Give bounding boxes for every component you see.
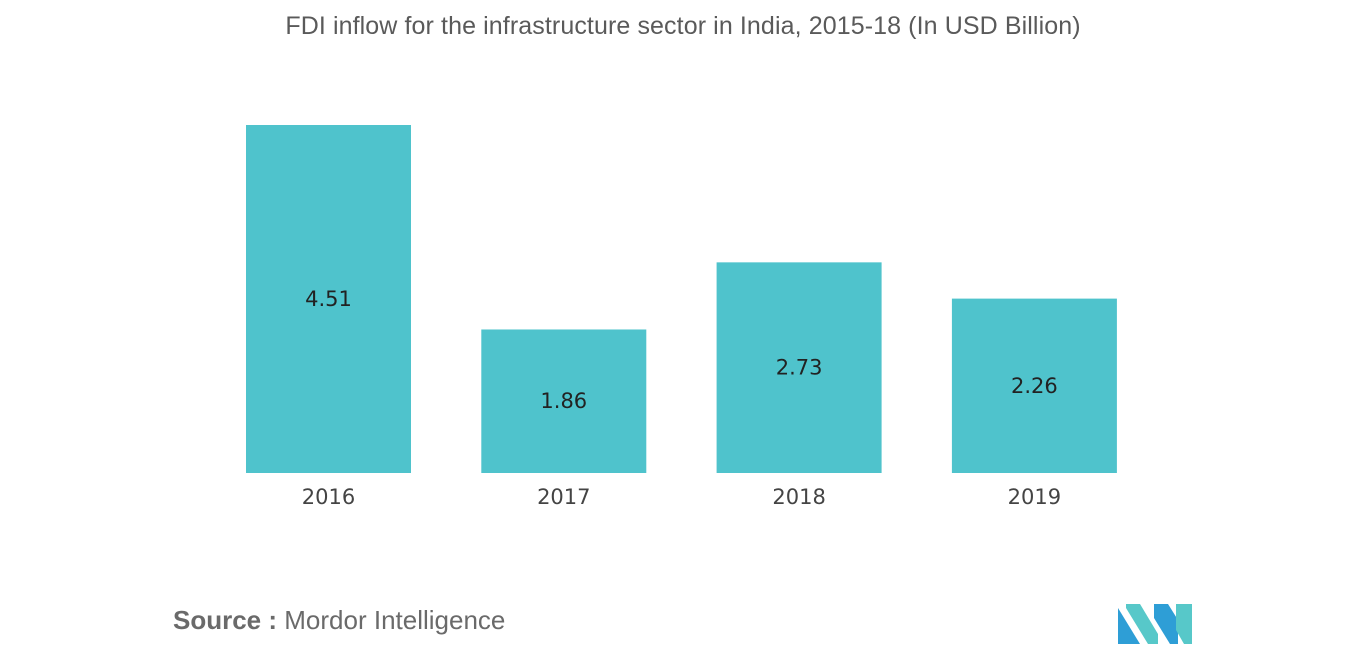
source-label: Source : bbox=[173, 605, 278, 635]
bar-2016 bbox=[246, 125, 411, 473]
value-labels-layer: 4.51 1.86 2.73 2.26 bbox=[305, 287, 1058, 413]
bar-value-label-2017: 1.86 bbox=[540, 389, 587, 413]
source-text: Mordor Intelligence bbox=[284, 605, 506, 635]
x-tick-label-2016: 2016 bbox=[302, 485, 355, 509]
bar-value-label-2016: 4.51 bbox=[305, 287, 352, 311]
bar-2017 bbox=[481, 329, 647, 473]
chart-title: FDI inflow for the infrastructure sector… bbox=[285, 12, 1081, 40]
logo-shape-mid-right bbox=[1154, 604, 1178, 644]
mordor-intelligence-logo bbox=[1118, 604, 1192, 644]
x-tick-label-2018: 2018 bbox=[772, 485, 825, 509]
logo-shape-left bbox=[1118, 608, 1140, 644]
bar-2019 bbox=[951, 298, 1117, 473]
x-tick-label-2019: 2019 bbox=[1008, 485, 1061, 509]
bar-2018 bbox=[716, 262, 882, 473]
x-tick-label-2017: 2017 bbox=[537, 485, 590, 509]
x-axis-tick-labels: 2016 2017 2018 2019 bbox=[302, 485, 1061, 509]
source-note: Source : Mordor Intelligence bbox=[173, 605, 505, 636]
bar-value-label-2019: 2.26 bbox=[1011, 374, 1058, 398]
bar-value-label-2018: 2.73 bbox=[776, 356, 823, 380]
logo-shape-mid-left bbox=[1126, 604, 1158, 644]
bars-layer bbox=[246, 125, 1117, 473]
logo-shape-right bbox=[1176, 604, 1192, 644]
